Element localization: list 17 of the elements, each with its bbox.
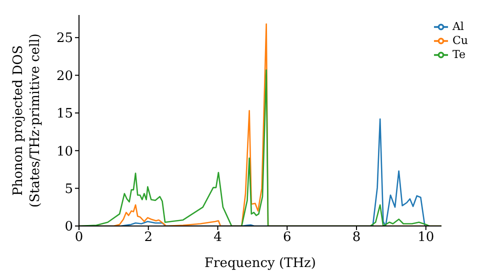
y-tick-label: 0 — [64, 220, 73, 235]
y-axis-title: Phonon projected DOS (States/THz·primitive cell) — [11, 33, 43, 208]
legend-label: Te — [452, 48, 466, 62]
y-tick-label: 20 — [56, 68, 73, 84]
x-tick-label: 0 — [74, 230, 84, 246]
y-tick-label: 25 — [56, 31, 73, 46]
y-tick-label: 10 — [56, 144, 73, 160]
x-tick-label: 8 — [352, 230, 361, 246]
y-tick-label: 5 — [64, 182, 73, 197]
x-tick-label: 2 — [144, 230, 153, 246]
x-tick-label: 6 — [282, 230, 292, 246]
x-axis-title: Frequency (THz) — [204, 256, 316, 271]
x-tick-label: 10 — [418, 230, 434, 246]
y-tick-label: 15 — [56, 106, 73, 122]
x-tick-label: 4 — [214, 230, 222, 246]
legend-label: Cu — [452, 34, 468, 48]
legend-label: Al — [452, 20, 464, 33]
